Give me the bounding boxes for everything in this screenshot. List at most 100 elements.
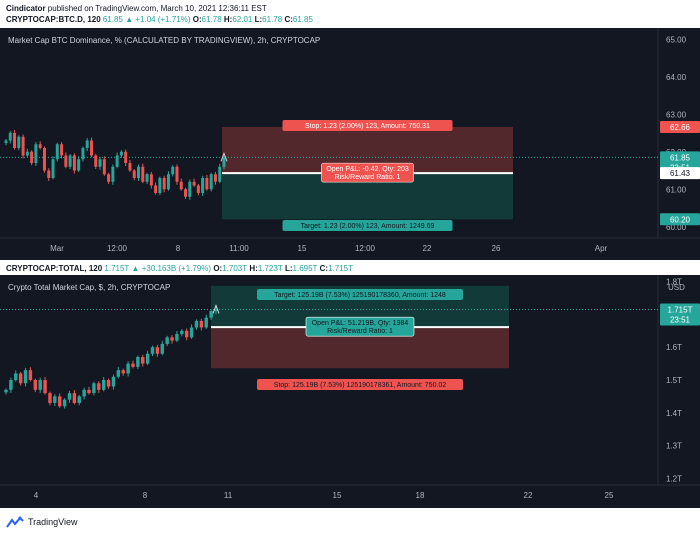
candle-body bbox=[111, 376, 116, 387]
close-value: 61.85 bbox=[292, 15, 313, 24]
candle-body bbox=[4, 140, 8, 144]
candle-body bbox=[38, 380, 42, 390]
last-price: 61.85 bbox=[102, 15, 123, 24]
candle-body bbox=[23, 370, 28, 384]
last-price: 1.715T bbox=[104, 264, 130, 273]
candle-body bbox=[47, 170, 51, 178]
candle-body bbox=[85, 140, 89, 148]
stop-label-text: Stop: 1.23 (2.00%) 123, Amount: 750.31 bbox=[305, 123, 430, 130]
tradingview-footer: TradingView bbox=[0, 508, 700, 536]
candle-body bbox=[62, 399, 67, 407]
candle-body bbox=[53, 396, 57, 403]
candle-body bbox=[170, 337, 174, 341]
total-market-cap-chart-panel[interactable]: 1.8T1.7T1.6T1.5T1.4T1.3T1.2T481115182225… bbox=[0, 275, 700, 508]
btc-dominance-chart[interactable]: 65.0064.0063.0062.0061.0060.00Mar12:0081… bbox=[0, 28, 700, 260]
candle-body bbox=[87, 389, 91, 394]
total-market-cap-chart[interactable]: 1.8T1.7T1.6T1.5T1.4T1.3T1.2T481115182225… bbox=[0, 275, 700, 508]
y-tick-label: 63.00 bbox=[666, 110, 687, 119]
stop-label-text: Stop: 125.19B (7.53%) 125190178361, Amou… bbox=[274, 382, 447, 389]
candle-body bbox=[14, 373, 18, 380]
tradingview-brand[interactable]: TradingView bbox=[28, 517, 78, 527]
candle-body bbox=[179, 181, 183, 190]
x-tick-label: 11:00 bbox=[229, 244, 249, 253]
target-label-bg bbox=[257, 289, 463, 300]
candle-body bbox=[184, 330, 189, 338]
open-pnl-text: Open P&L: -0.42, Qty: 203 bbox=[326, 166, 409, 173]
risk-reward-text: Risk/Reward Ratio: 1 bbox=[327, 328, 393, 335]
candle-body bbox=[60, 144, 64, 156]
entry-price-badge-bg bbox=[660, 167, 700, 180]
candle-body bbox=[34, 144, 38, 163]
x-tick-label: 12:00 bbox=[355, 244, 376, 253]
publisher-line: Cindicator published on TradingView.com,… bbox=[6, 3, 694, 14]
candle-body bbox=[201, 178, 205, 193]
stop-label-bg bbox=[282, 120, 453, 131]
candle-body bbox=[72, 155, 76, 171]
stop-label[interactable]: Stop: 1.23 (2.00%) 123, Amount: 750.31 bbox=[282, 120, 453, 131]
stop-label[interactable]: Stop: 125.19B (7.53%) 125190178361, Amou… bbox=[257, 379, 463, 390]
candle-body bbox=[141, 166, 145, 182]
author-name[interactable]: Cindicator bbox=[6, 4, 46, 13]
candle-body bbox=[128, 163, 132, 171]
candle-body bbox=[218, 166, 222, 182]
candle-body bbox=[43, 380, 47, 394]
candle-body bbox=[30, 151, 34, 163]
price-change: +30.163B (+1.79%) bbox=[141, 264, 212, 273]
symbol-quote-line-1: CRYPTOCAP:BTC.D, 120 61.85 ▲ +1.04 (+1.7… bbox=[6, 15, 313, 24]
candle-body bbox=[101, 380, 106, 390]
open-value: 1.703T bbox=[222, 264, 248, 273]
last-price-badge-bg bbox=[660, 303, 700, 326]
target-label[interactable]: Target: 1.23 (2.00%) 123, Amount: 1249.6… bbox=[282, 220, 453, 231]
candle-body bbox=[166, 174, 170, 190]
candle-body bbox=[204, 317, 208, 328]
open-pnl-label[interactable]: Open P&L: 51.219B, Qty: 1984Risk/Reward … bbox=[305, 316, 415, 337]
y-tick-label: 1.6T bbox=[666, 343, 682, 352]
y-tick-label: 1.2T bbox=[666, 474, 682, 483]
x-tick-label: 26 bbox=[492, 244, 501, 253]
candle-body bbox=[94, 155, 98, 167]
last-price-badge: 61.85 bbox=[670, 153, 691, 162]
x-tick-label: 15 bbox=[298, 244, 307, 253]
x-tick-label: 18 bbox=[416, 491, 425, 500]
target-label-bg bbox=[282, 220, 453, 231]
x-tick-label: 12:00 bbox=[107, 244, 128, 253]
candle-body bbox=[116, 370, 121, 377]
entry-price-badge: 61.43 bbox=[670, 169, 691, 178]
y-tick-label: 1.8T bbox=[666, 278, 682, 287]
currency-label: USD bbox=[668, 283, 685, 292]
candle-body bbox=[92, 383, 96, 394]
cursor-marker-icon bbox=[212, 304, 220, 314]
candle-body bbox=[97, 383, 101, 390]
stop-label-bg bbox=[257, 379, 463, 390]
candle-body bbox=[141, 357, 145, 364]
candle-body bbox=[28, 370, 33, 380]
y-tick-label: 61.00 bbox=[666, 185, 687, 194]
candle-body bbox=[89, 140, 93, 156]
low-value: 1.695T bbox=[292, 264, 318, 273]
target-label-text: Target: 125.19B (7.53%) 125190178360, Am… bbox=[274, 292, 446, 299]
target-label-text: Target: 1.23 (2.00%) 123, Amount: 1249.6… bbox=[301, 223, 435, 230]
price-change: +1.04 (+1.71%) bbox=[135, 15, 191, 24]
x-tick-label: 8 bbox=[143, 491, 148, 500]
symbol-name: CRYPTOCAP:BTC.D, 120 bbox=[6, 15, 101, 24]
candle-body bbox=[222, 157, 226, 167]
candle-body bbox=[149, 174, 153, 186]
x-tick-label: 25 bbox=[605, 491, 614, 500]
symbol-quote-line-2: CRYPTOCAP:TOTAL, 120 1.715T ▲ +30.163B (… bbox=[6, 264, 354, 273]
candle-body bbox=[48, 393, 52, 403]
x-tick-label: 4 bbox=[34, 491, 39, 500]
btc-dominance-chart-panel[interactable]: 65.0064.0063.0062.0061.0060.00Mar12:0081… bbox=[0, 28, 700, 260]
candle-body bbox=[102, 159, 106, 175]
x-tick-label: 11 bbox=[224, 491, 233, 500]
target-label[interactable]: Target: 125.19B (7.53%) 125190178360, Am… bbox=[257, 289, 463, 300]
candle-body bbox=[17, 136, 21, 148]
candle-body bbox=[8, 133, 12, 141]
candle-body bbox=[115, 155, 119, 167]
tradingview-logo-icon[interactable] bbox=[6, 516, 24, 528]
candle-body bbox=[180, 330, 184, 335]
candle-body bbox=[58, 396, 62, 407]
x-tick-label: 22 bbox=[423, 244, 432, 253]
candle-body bbox=[171, 166, 175, 175]
candle-body bbox=[214, 309, 218, 312]
